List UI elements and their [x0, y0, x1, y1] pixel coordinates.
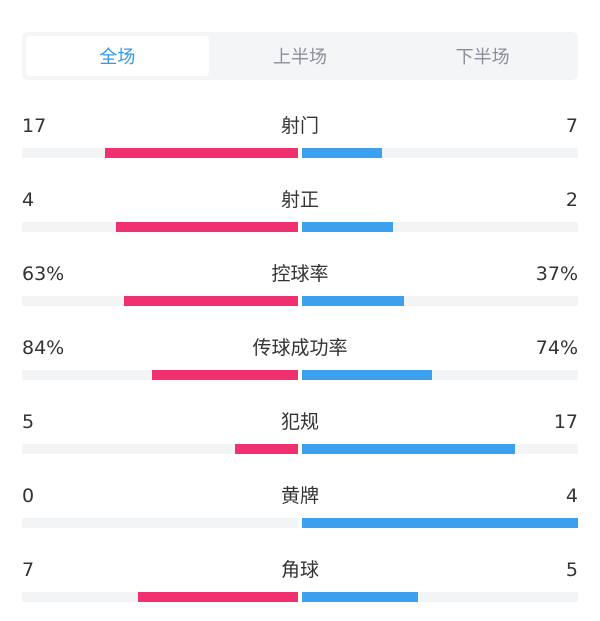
- stat-row: 7 角球 5: [22, 544, 578, 618]
- period-tabs: 全场 上半场 下半场: [22, 32, 578, 80]
- tab-second-half[interactable]: 下半场: [455, 47, 510, 68]
- away-bar-track: [302, 222, 578, 232]
- stat-label: 控球率: [271, 263, 329, 285]
- home-value: 5: [22, 411, 35, 433]
- away-bar: [302, 370, 432, 380]
- home-value: 84%: [22, 337, 65, 359]
- away-bar-track: [302, 444, 578, 454]
- home-bar-track: [22, 296, 298, 306]
- stat-row: 84% 传球成功率 74%: [22, 322, 578, 396]
- away-value: 37%: [535, 263, 578, 285]
- away-bar-track: [302, 592, 578, 602]
- tab-first-half[interactable]: 上半场: [273, 47, 327, 68]
- away-value: 5: [565, 559, 578, 581]
- away-bar-track: [302, 148, 578, 158]
- away-value: 4: [565, 485, 578, 507]
- away-bar: [302, 592, 418, 602]
- home-bar: [116, 222, 298, 232]
- home-value: 7: [22, 559, 35, 581]
- stat-row: 17 射门 7: [22, 100, 578, 174]
- home-bar: [235, 444, 298, 454]
- home-bar-track: [22, 518, 298, 528]
- stat-label: 角球: [280, 559, 319, 581]
- away-value: 17: [553, 411, 578, 433]
- away-bar: [302, 296, 404, 306]
- stats-list: 17 射门 7 4 射正 2 63% 控球率 37% 84% 传球成功率 74%…: [22, 100, 578, 618]
- away-value: 2: [565, 189, 578, 211]
- home-value: 63%: [22, 263, 65, 285]
- home-value: 0: [22, 485, 35, 507]
- home-bar-track: [22, 222, 298, 232]
- stat-label: 射正: [280, 189, 319, 211]
- away-bar: [302, 518, 578, 528]
- stat-row: 4 射正 2: [22, 174, 578, 248]
- away-bar: [302, 444, 515, 454]
- stat-label: 传球成功率: [252, 337, 348, 359]
- away-bar: [302, 222, 393, 232]
- stat-label: 黄牌: [280, 485, 319, 507]
- stat-row: 0 黄牌 4: [22, 470, 578, 544]
- home-bar-track: [22, 444, 298, 454]
- home-bar: [124, 296, 298, 306]
- home-bar: [138, 592, 298, 602]
- stat-label: 射门: [280, 115, 319, 137]
- stat-row: 5 犯规 17: [22, 396, 578, 470]
- away-bar-track: [302, 518, 578, 528]
- home-bar-track: [22, 370, 298, 380]
- home-bar: [105, 148, 298, 158]
- stat-label: 犯规: [280, 411, 319, 433]
- away-bar-track: [302, 296, 578, 306]
- away-bar: [302, 148, 382, 158]
- away-bar-track: [302, 370, 578, 380]
- home-value: 17: [22, 115, 47, 137]
- home-bar: [152, 370, 298, 380]
- stat-row: 63% 控球率 37%: [22, 248, 578, 322]
- home-bar-track: [22, 148, 298, 158]
- home-bar-track: [22, 592, 298, 602]
- home-value: 4: [22, 189, 35, 211]
- away-value: 7: [565, 115, 578, 137]
- away-value: 74%: [535, 337, 578, 359]
- tab-full-match[interactable]: 全场: [26, 36, 209, 76]
